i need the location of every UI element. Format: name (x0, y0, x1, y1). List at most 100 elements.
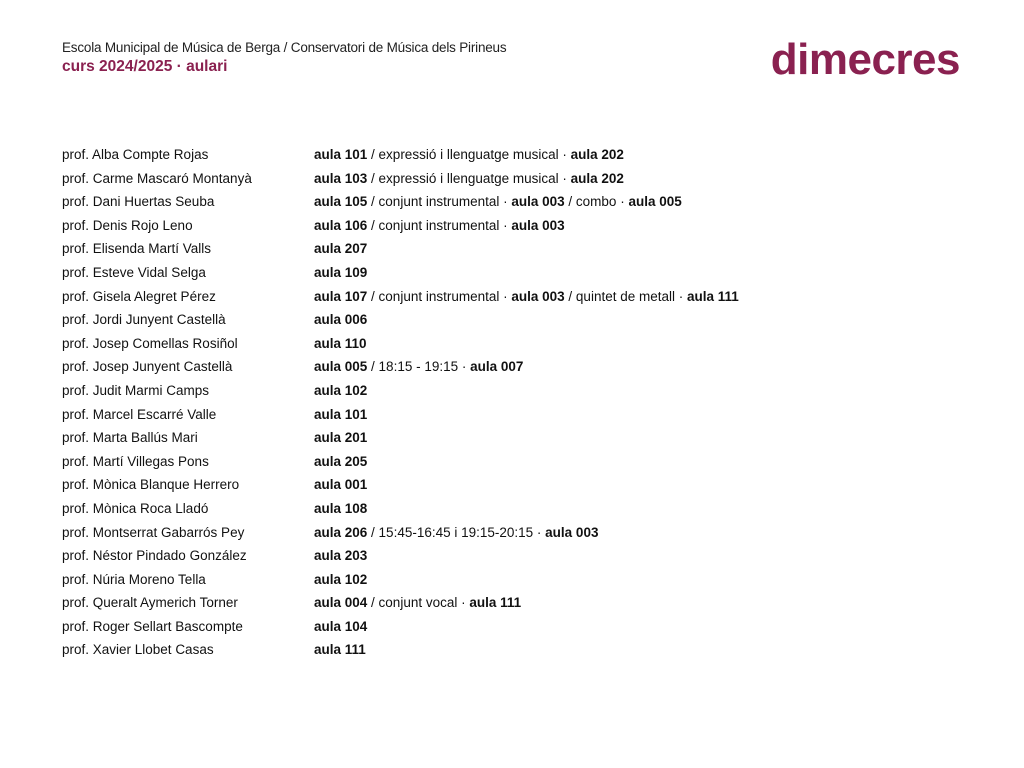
teacher-name: prof. Josep Junyent Castellà (62, 359, 233, 375)
room-number: aula 102 (314, 571, 368, 587)
room-assignment: aula 201 (314, 428, 367, 452)
activity-note: / conjunt instrumental · (367, 288, 512, 304)
teacher-name: prof. Néstor Pindado González (62, 548, 247, 564)
room-number: aula 006 (314, 312, 368, 328)
teacher-name: prof. Esteve Vidal Selga (62, 264, 206, 280)
teacher-name: prof. Montserrat Gabarrós Pey (62, 524, 245, 540)
teacher-name: prof. Jordi Junyent Castellà (62, 312, 226, 328)
list-item: prof. Elisenda Martí Valls aula 207 (62, 239, 962, 263)
list-item: prof. Gisela Alegret Pérez aula 107 / con… (62, 287, 962, 311)
teacher-name: prof. Gisela Alegret Pérez (62, 288, 216, 304)
teacher-name: prof. Martí Villegas Pons (62, 453, 209, 469)
list-item: prof. Josep Comellas Rosiñol aula 110 (62, 334, 962, 358)
teacher-name: prof. Núria Moreno Tella (62, 571, 206, 587)
room-number: aula 111 (686, 288, 739, 304)
list-item: prof. Queralt Aymerich Torner aula 004 / … (62, 593, 962, 617)
teacher-name: prof. Mònica Blanque Herrero (62, 477, 240, 493)
room-assignment: aula 106 / conjunt instrumental · aula 0… (314, 216, 565, 240)
list-item: prof. Núria Moreno Tella aula 102 (62, 570, 962, 594)
room-number: aula 102 (314, 382, 368, 398)
teacher-name: prof. Xavier Llobet Casas (62, 642, 214, 658)
teacher-name: prof. Marta Ballús Mari (62, 430, 198, 446)
activity-note: / conjunt instrumental · (367, 217, 512, 233)
activity-note: / 15:45-16:45 i 19:15-20:15 · (367, 524, 546, 540)
room-number: aula 206 (314, 524, 368, 540)
room-number: aula 003 (511, 194, 565, 210)
room-number: aula 203 (314, 548, 368, 564)
list-item: prof. Marta Ballús Mari aula 201 (62, 428, 962, 452)
list-item: prof. Carme Mascaró Montanyà aula 103 / e… (62, 169, 962, 193)
room-assignment: aula 105 / conjunt instrumental · aula 0… (314, 192, 682, 216)
room-number: aula 004 (314, 595, 368, 611)
room-number: aula 207 (314, 241, 368, 257)
list-item: prof. Alba Compte Rojas aula 101 / expres… (62, 145, 962, 169)
teacher-name: prof. Queralt Aymerich Torner (62, 595, 238, 611)
room-number: aula 101 (314, 147, 368, 162)
room-assignment: aula 205 (314, 452, 367, 476)
day-title: dimecres (770, 35, 961, 84)
activity-note: / 18:15 - 19:15 · (367, 359, 471, 375)
teacher-name: prof. Elisenda Martí Valls (62, 241, 212, 257)
room-number: aula 007 (470, 359, 524, 375)
organization-name: Escola Municipal de Música de Berga / Co… (62, 40, 507, 55)
room-assignment: aula 109 (314, 263, 367, 287)
room-assignment: aula 104 (314, 617, 367, 641)
activity-note: / quintet de metall · (564, 288, 687, 304)
teacher-name: prof. Carme Mascaró Montanyà (62, 170, 252, 186)
room-number: aula 103 (314, 170, 368, 186)
room-number: aula 003 (511, 288, 565, 304)
room-number: aula 101 (314, 406, 368, 422)
room-assignment: aula 103 / expressió i llenguatge musica… (314, 169, 624, 193)
room-assignment: aula 107 / conjunt instrumental · aula 0… (314, 287, 739, 311)
teacher-name: prof. Marcel Escarré Valle (62, 406, 217, 422)
teacher-name: prof. Roger Sellart Bascompte (62, 618, 243, 634)
teacher-name: prof. Dani Huertas Seuba (62, 194, 215, 210)
list-item: prof. Dani Huertas Seuba aula 105 / conju… (62, 192, 962, 216)
list-item: prof. Judit Marmi Camps aula 102 (62, 381, 962, 405)
room-number: aula 106 (314, 217, 368, 233)
teacher-name: prof. Mònica Roca Lladó (62, 500, 209, 516)
room-number: aula 202 (570, 170, 624, 186)
list-item: prof. Mònica Blanque Herrero aula 001 (62, 475, 962, 499)
teacher-name: prof. Alba Compte Rojas (62, 147, 209, 162)
list-item: prof. Denis Rojo Leno aula 106 / conjunt … (62, 216, 962, 240)
room-assignment: aula 102 (314, 381, 367, 405)
room-number: aula 110 (314, 335, 367, 351)
room-assignment: aula 001 (314, 475, 367, 499)
course-subtitle: curs 2024/2025 · aulari (62, 58, 228, 75)
room-number: aula 105 (314, 194, 368, 210)
room-assignment: aula 110 (314, 334, 367, 358)
activity-note: / expressió i llenguatge musical · (367, 147, 571, 162)
list-item: prof. Jordi Junyent Castellà aula 006 (62, 310, 962, 334)
room-number: aula 107 (314, 288, 368, 304)
list-item: prof. Josep Junyent Castellà aula 005 / 1… (62, 357, 962, 381)
room-number: aula 108 (314, 500, 368, 516)
list-item: prof. Mònica Roca Lladó aula 108 (62, 499, 962, 523)
room-number: aula 104 (314, 618, 368, 634)
room-number: aula 005 (314, 359, 368, 375)
list-item: prof. Marcel Escarré Valle aula 101 (62, 405, 962, 429)
room-number: aula 202 (570, 147, 624, 162)
room-assignment: aula 102 (314, 570, 367, 594)
activity-note: / combo · (564, 194, 629, 210)
teacher-name: prof. Josep Comellas Rosiñol (62, 335, 238, 351)
room-number: aula 111 (314, 642, 366, 658)
room-number: aula 109 (314, 264, 368, 280)
room-assignment: aula 207 (314, 239, 367, 263)
room-number: aula 001 (314, 477, 368, 493)
room-assignment: aula 004 / conjunt vocal · aula 111 (314, 593, 521, 617)
room-assignment: aula 005 / 18:15 - 19:15 · aula 007 (314, 357, 523, 381)
room-number: aula 003 (545, 524, 599, 540)
activity-note: / conjunt vocal · (367, 595, 470, 611)
list-item: prof. Montserrat Gabarrós Pey aula 206 / … (62, 523, 962, 547)
room-assignment: aula 111 (314, 640, 366, 664)
list-item: prof. Néstor Pindado González aula 203 (62, 546, 962, 570)
activity-note: / expressió i llenguatge musical · (367, 170, 571, 186)
room-number: aula 005 (628, 194, 682, 210)
teacher-room-list: prof. Alba Compte Rojas aula 101 / expres… (62, 145, 962, 664)
room-assignment: aula 101 (314, 405, 367, 429)
room-assignment: aula 101 / expressió i llenguatge musica… (314, 145, 624, 169)
room-number: aula 205 (314, 453, 368, 469)
room-number: aula 111 (469, 595, 522, 611)
activity-note: / conjunt instrumental · (367, 194, 512, 210)
